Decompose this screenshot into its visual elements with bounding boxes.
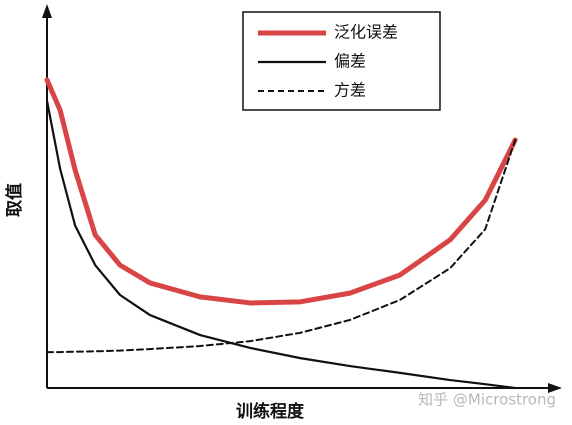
legend-label: 泛化误差 bbox=[334, 23, 398, 42]
x-axis-label: 训练程度 bbox=[236, 401, 305, 422]
series-line bbox=[46, 139, 517, 354]
legend-label: 方差 bbox=[334, 81, 366, 100]
series-line bbox=[44, 77, 518, 306]
y-axis-label: 取值 bbox=[4, 183, 25, 217]
x-axis-arrow bbox=[548, 383, 562, 393]
legend-label: 偏差 bbox=[334, 52, 366, 71]
watermark: 知乎 @Microstrong bbox=[418, 391, 556, 409]
series-line bbox=[45, 99, 517, 390]
y-axis-arrow bbox=[42, 4, 52, 18]
